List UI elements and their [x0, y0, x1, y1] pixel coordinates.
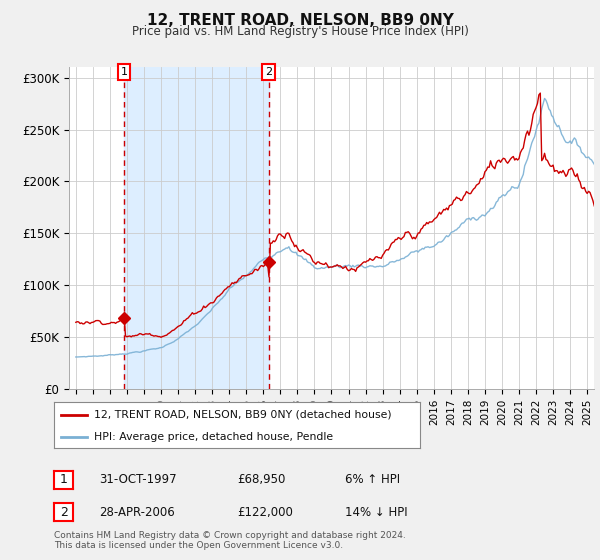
Text: 6% ↑ HPI: 6% ↑ HPI: [345, 473, 400, 487]
Text: £122,000: £122,000: [237, 506, 293, 519]
Bar: [124, 67, 269, 389]
Text: 1: 1: [59, 473, 68, 487]
Text: 14% ↓ HPI: 14% ↓ HPI: [345, 506, 407, 519]
Text: 2: 2: [59, 506, 68, 519]
Text: 12, TRENT ROAD, NELSON, BB9 0NY: 12, TRENT ROAD, NELSON, BB9 0NY: [146, 13, 454, 28]
Text: £68,950: £68,950: [237, 473, 286, 487]
Text: 31-OCT-1997: 31-OCT-1997: [99, 473, 176, 487]
Text: 12, TRENT ROAD, NELSON, BB9 0NY (detached house): 12, TRENT ROAD, NELSON, BB9 0NY (detache…: [94, 410, 392, 420]
Text: 1: 1: [121, 67, 128, 77]
Text: Price paid vs. HM Land Registry's House Price Index (HPI): Price paid vs. HM Land Registry's House …: [131, 25, 469, 38]
Text: 28-APR-2006: 28-APR-2006: [99, 506, 175, 519]
Text: 2: 2: [265, 67, 272, 77]
Text: Contains HM Land Registry data © Crown copyright and database right 2024.
This d: Contains HM Land Registry data © Crown c…: [54, 530, 406, 550]
Text: HPI: Average price, detached house, Pendle: HPI: Average price, detached house, Pend…: [94, 432, 334, 441]
